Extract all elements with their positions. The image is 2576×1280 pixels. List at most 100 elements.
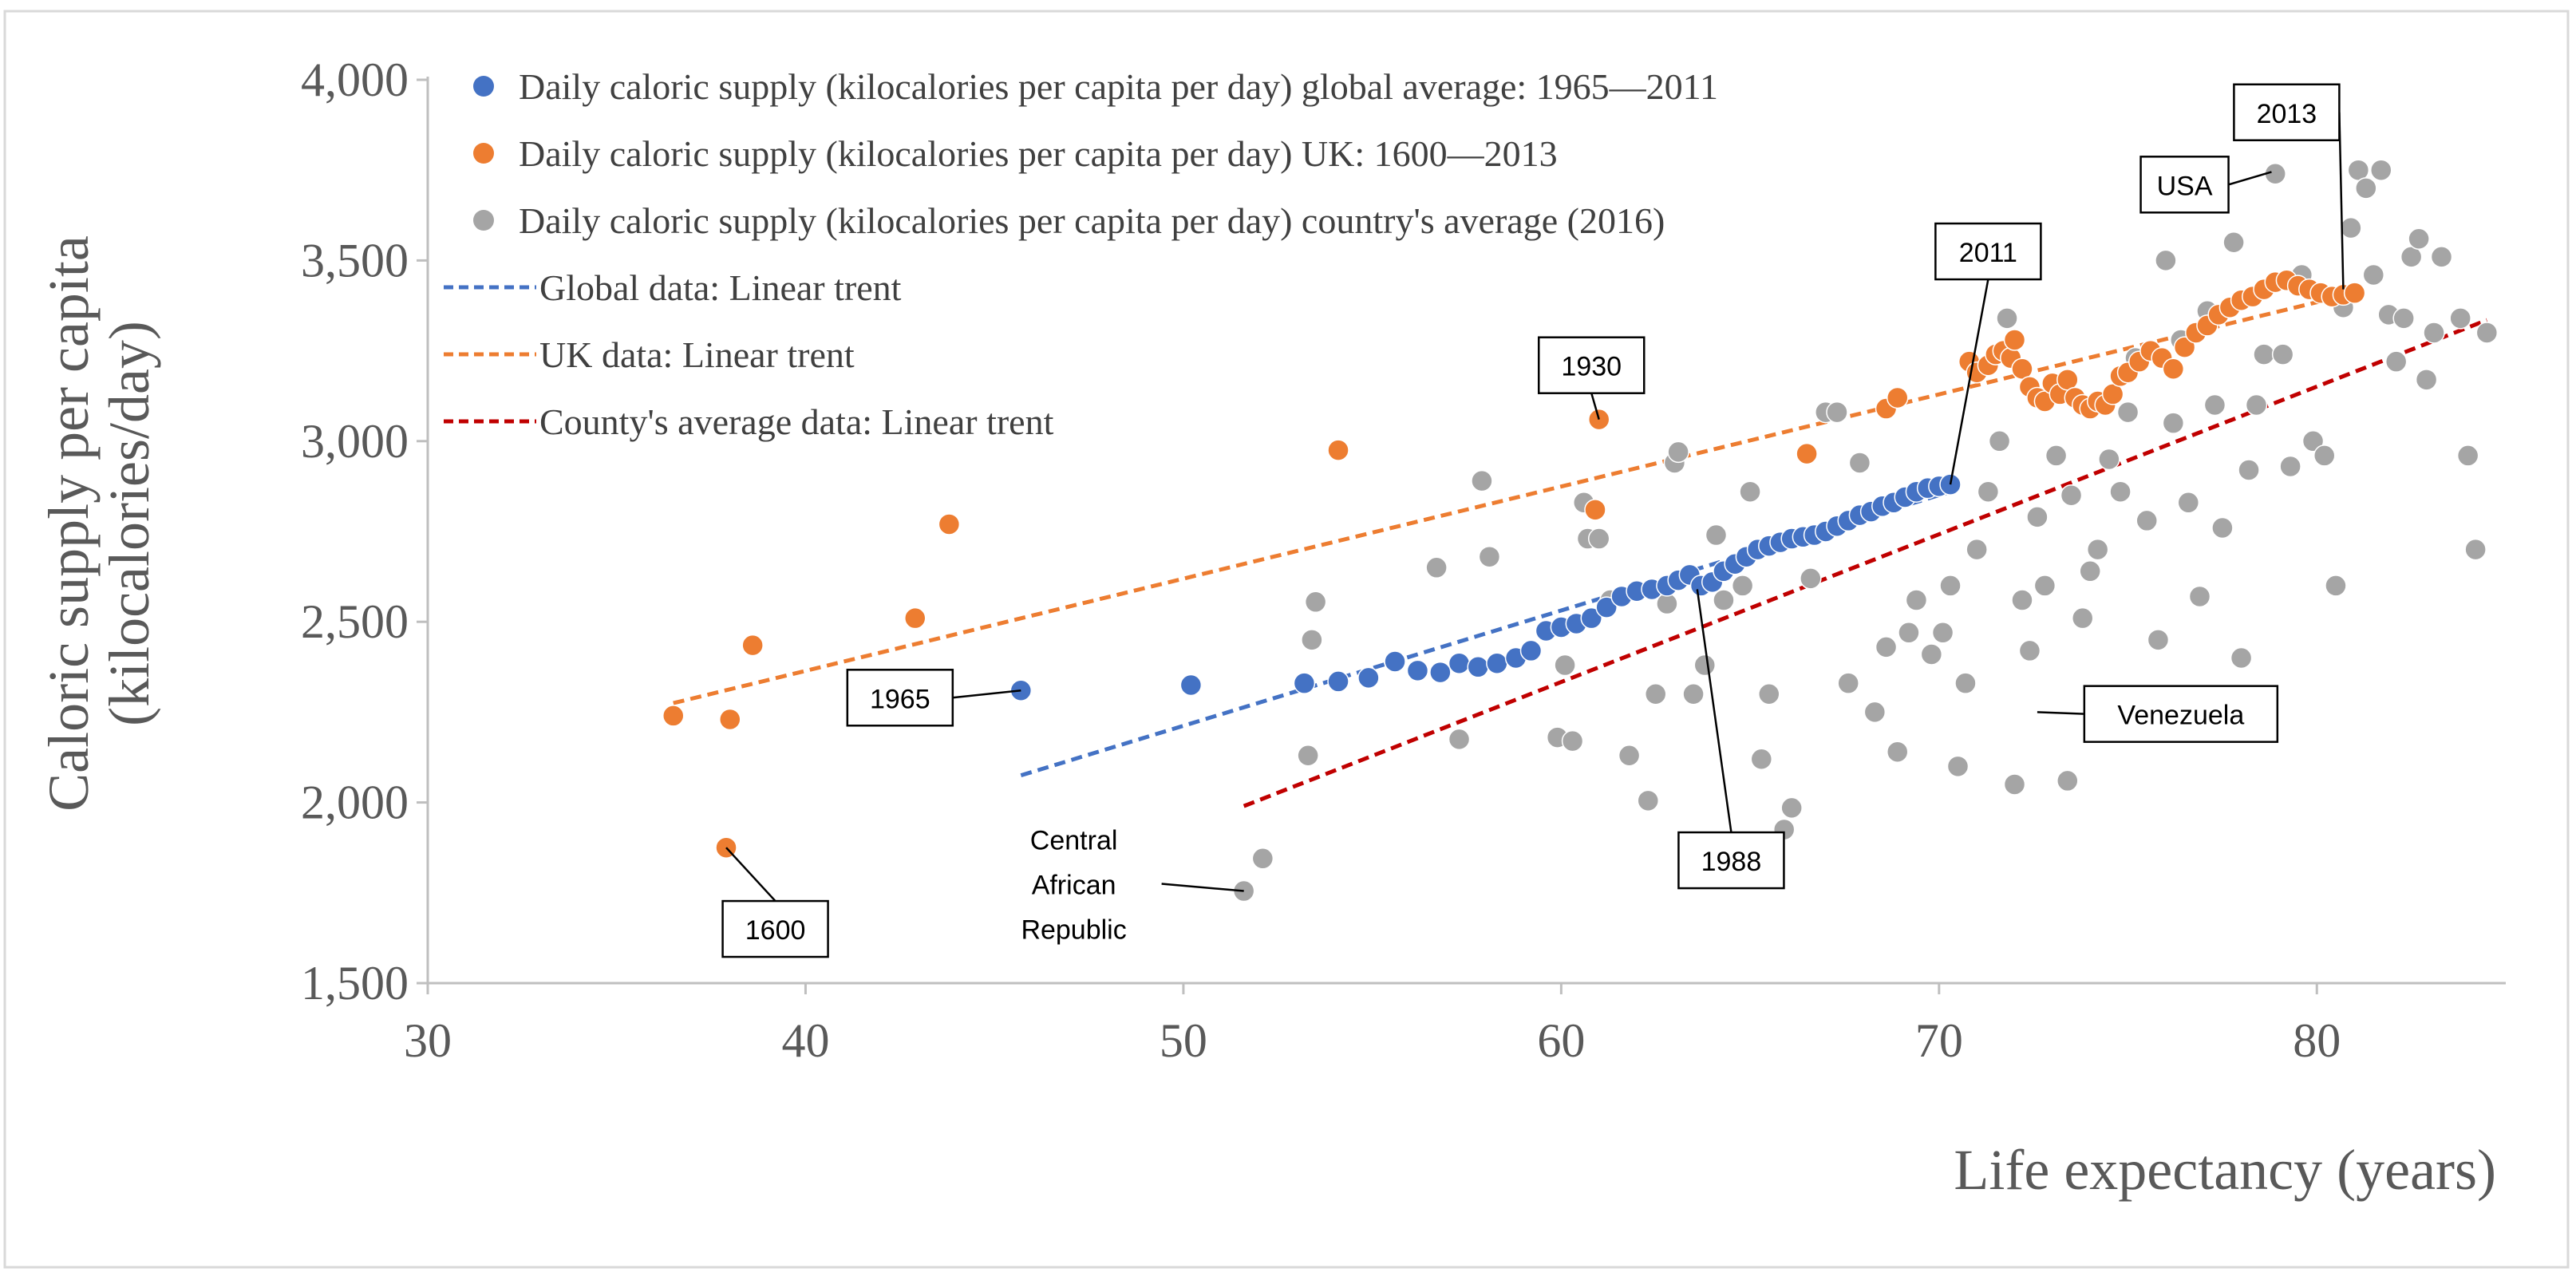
trendline	[673, 290, 2356, 705]
x-tick-label: 60	[1537, 1014, 1585, 1067]
data-point	[2060, 484, 2083, 507]
data-point	[2449, 307, 2471, 330]
data-point	[2384, 350, 2408, 373]
chart-frame	[3, 10, 2570, 1269]
data-point	[2230, 646, 2253, 670]
data-point	[1931, 622, 1954, 644]
data-point	[2071, 606, 2094, 630]
data-point	[1946, 755, 1970, 778]
trendline	[1243, 318, 2488, 808]
data-point	[1977, 480, 2000, 503]
annotation: Central African Republic	[1021, 825, 1244, 945]
y-tick-label: 2,500	[301, 595, 409, 648]
annotation-leader	[1949, 279, 1989, 485]
data-point	[2253, 343, 2275, 365]
data-point	[2026, 506, 2049, 528]
y-tick-label: 1,500	[301, 957, 409, 1009]
annotation-leader	[1696, 589, 1732, 833]
data-point	[1898, 622, 1920, 644]
data-point	[1837, 672, 1859, 694]
data-point	[1448, 652, 1471, 675]
annotation-leader	[2037, 711, 2084, 715]
data-point	[2086, 538, 2109, 561]
data-point	[2211, 516, 2234, 539]
data-point	[904, 606, 926, 630]
annotation: 2013	[2233, 83, 2345, 290]
annotation-label: 2013	[2257, 99, 2317, 129]
data-point	[1584, 499, 1606, 521]
data-point	[1587, 527, 1610, 550]
axes: 1,500 2,000 2,500 3,000 3,500 4,000 30 40 50 60 70…	[301, 53, 2506, 1067]
y-tick-label: 3,500	[301, 234, 409, 286]
data-point	[938, 513, 961, 535]
data-point	[2464, 538, 2487, 561]
data-point	[1920, 643, 1943, 666]
data-point	[1739, 480, 1761, 503]
data-point	[2079, 560, 2101, 583]
data-point	[1713, 589, 1735, 611]
data-point	[2271, 343, 2294, 365]
y-axis-label-line: Caloric supply per capita	[37, 235, 101, 812]
data-point	[1486, 652, 1508, 675]
data-point	[1954, 672, 1977, 694]
y-tick-label: 2,000	[301, 776, 409, 829]
annotation-leader	[2338, 112, 2345, 290]
data-point	[2279, 455, 2301, 478]
annotation-label: 2011	[1959, 238, 2017, 268]
data-point	[1580, 606, 1602, 630]
data-point	[1595, 596, 1618, 618]
x-tick-label: 40	[781, 1014, 829, 1067]
data-point	[1327, 439, 1349, 461]
data-point	[1939, 575, 1962, 597]
data-point	[1429, 661, 1452, 684]
data-point	[1800, 567, 1822, 590]
data-point	[2313, 444, 2336, 467]
data-point	[1750, 748, 1773, 771]
data-point	[2116, 401, 2139, 424]
data-point	[2408, 227, 2430, 250]
data-point	[1966, 538, 1988, 561]
y-tick-label: 4,000	[301, 53, 409, 106]
data-point	[719, 708, 741, 731]
data-point	[1637, 789, 1660, 812]
data-point	[1471, 469, 1493, 492]
annotation: 1600	[721, 847, 829, 958]
x-tick-label: 50	[1160, 1014, 1207, 1067]
data-point	[1448, 728, 1471, 751]
data-point	[2456, 444, 2479, 467]
annotation: USA	[2139, 156, 2272, 214]
x-tick-label: 80	[2293, 1014, 2341, 1067]
data-point	[1251, 847, 1274, 870]
x-tick-label: 30	[404, 1014, 452, 1067]
data-point	[741, 634, 764, 657]
legend-label: Daily caloric supply (kilocalories per c…	[519, 133, 1558, 174]
data-point	[2245, 393, 2268, 417]
data-point	[1996, 307, 2018, 330]
data-point	[1327, 670, 1349, 693]
data-point	[2325, 575, 2347, 597]
data-point	[2045, 444, 2068, 467]
data-point	[2355, 177, 2377, 200]
data-point	[1425, 556, 1448, 579]
annotation-box	[2083, 685, 2279, 743]
data-point	[1693, 654, 1717, 677]
annotation-box	[1677, 831, 1785, 890]
annotation: 1930	[1537, 336, 1646, 420]
data-point	[2415, 369, 2438, 391]
data-point	[1297, 744, 1319, 767]
legend-marker	[473, 210, 494, 231]
annotation-label: 1988	[1701, 847, 1762, 877]
annotation: Venezuela	[2037, 685, 2279, 743]
data-point	[2423, 322, 2445, 344]
x-axis-label: Life expectancy (years)	[1954, 1138, 2496, 1202]
legend-label: UK data: Linear trent	[539, 334, 855, 375]
annotation-label: 1930	[1561, 352, 1622, 382]
legend-marker	[473, 143, 494, 164]
data-point	[2238, 459, 2260, 481]
data-point	[1618, 744, 1641, 767]
legend: Daily caloric supply (kilocalories per c…	[444, 66, 1718, 442]
data-point	[1988, 430, 2011, 452]
data-point	[2177, 492, 2200, 514]
data-point	[1796, 442, 1818, 465]
data-point	[1682, 683, 1705, 705]
